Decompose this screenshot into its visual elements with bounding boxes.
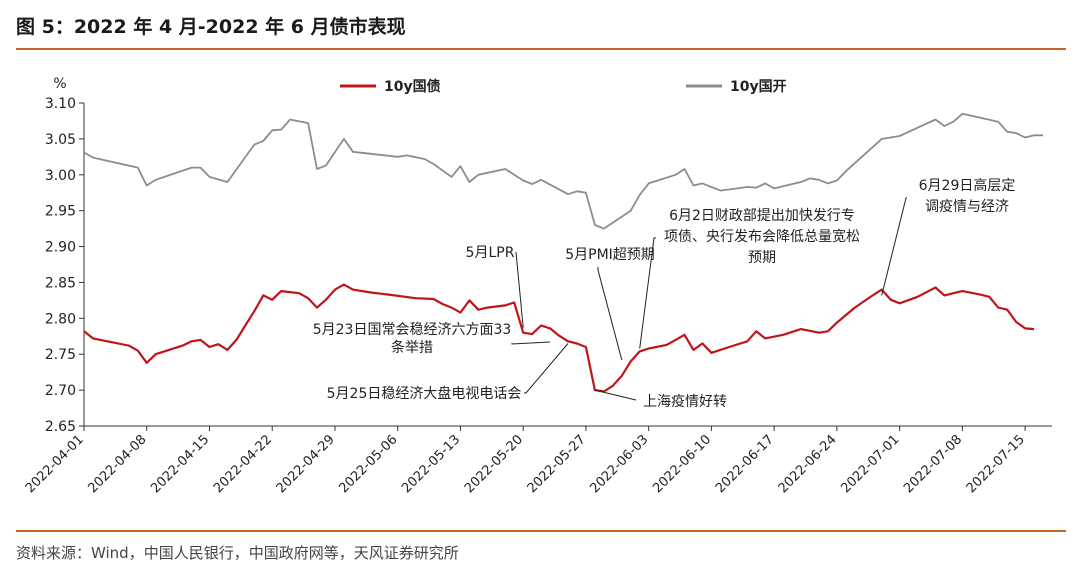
x-tick-label: 2022-05-20	[462, 432, 526, 496]
x-tick-label: 2022-07-08	[901, 432, 965, 496]
x-tick-label: 2022-04-22	[211, 432, 275, 496]
annotation-label: 项债、央行发布会降低总量宽松	[664, 228, 860, 245]
annotation-label: 5月PMI超预期	[565, 247, 655, 263]
y-tick-label: 2.70	[45, 383, 76, 399]
legend-label: 10y国开	[730, 79, 787, 95]
y-tick-label: 3.00	[45, 168, 76, 184]
top-rule	[16, 48, 1066, 50]
source-note: 资料来源：Wind，中国人民银行，中国政府网等，天风证券研究所	[16, 544, 459, 562]
y-tick-label: 2.85	[45, 275, 76, 291]
annotation-leader	[515, 251, 524, 328]
annotation-leader	[594, 389, 637, 401]
bond-yield-line-chart: % 3.10 3.05 3.00 2.95 2.90 2.85 2.80 2.75 2.70 2.…	[23, 76, 1052, 496]
annotation-label: 5月LPR	[466, 245, 515, 261]
y-tick-label: 2.75	[45, 347, 76, 363]
y-unit-label: %	[53, 76, 66, 92]
annotation-leader	[639, 237, 656, 349]
annotation-label: 调疫情与经济	[925, 199, 1009, 215]
annotation-leader	[881, 197, 907, 296]
x-tick-label: 2022-04-08	[86, 432, 150, 496]
annotation-label: 5月25日稳经济大盘电视电话会	[327, 385, 522, 402]
legend-label: 10y国债	[384, 78, 441, 95]
x-tick-label: 2022-06-24	[776, 432, 840, 496]
annotation-label: 6月2日财政部提出加快发行专	[669, 208, 855, 224]
x-tick-label: 2022-07-15	[964, 432, 1028, 496]
x-tick-label: 2022-04-15	[148, 432, 212, 496]
x-tick-label: 2022-05-06	[336, 432, 400, 496]
annotation-label: 预期	[748, 250, 776, 266]
x-tick-label: 2022-05-27	[525, 432, 589, 496]
x-tick-label: 2022-07-01	[838, 432, 902, 496]
series-line-10y国开	[83, 112, 1043, 230]
annotation-label: 上海疫情好转	[643, 394, 727, 410]
annotation-label: 6月29日高层定	[919, 177, 1016, 194]
y-tick-label: 2.80	[45, 311, 76, 327]
annotation-leader	[597, 267, 623, 361]
x-tick-label: 2022-04-29	[274, 432, 338, 496]
x-tick-label: 2022-06-10	[650, 432, 714, 496]
figure-title: 图 5：2022 年 4 月-2022 年 6 月债市表现	[16, 16, 406, 38]
y-tick-label: 3.05	[45, 132, 76, 148]
x-tick-label: 2022-04-01	[23, 432, 87, 496]
annotation-label: 5月23日国常会稳经济六方面33	[313, 322, 512, 338]
series-line-10y国债	[83, 283, 1035, 393]
y-tick-label: 2.65	[45, 419, 76, 435]
x-tick-label: 2022-05-13	[399, 432, 463, 496]
annotation-leader	[511, 341, 551, 345]
annotation-leader	[524, 343, 569, 394]
y-tick-label: 3.10	[45, 96, 76, 112]
bottom-rule	[16, 530, 1066, 532]
annotation-label: 条举措	[391, 339, 433, 356]
x-tick-label: 2022-06-03	[587, 432, 651, 496]
x-tick-label: 2022-06-17	[713, 432, 777, 496]
y-tick-label: 2.95	[45, 204, 76, 220]
y-tick-label: 2.90	[45, 240, 76, 256]
